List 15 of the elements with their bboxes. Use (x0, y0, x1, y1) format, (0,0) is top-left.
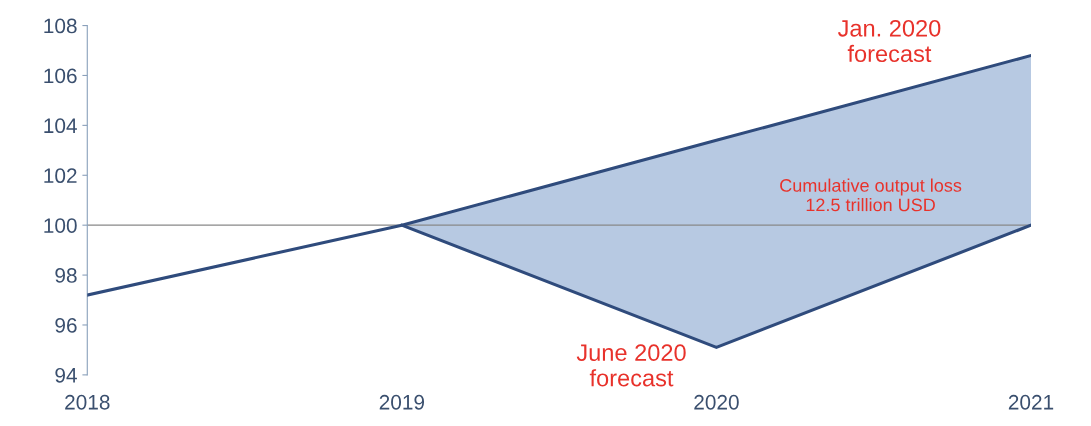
x-tick-label: 2019 (379, 394, 425, 410)
y-tick-label: 106 (44, 68, 77, 84)
y-tick-label: 94 (55, 367, 77, 383)
series-label: June 2020 forecast (576, 344, 686, 387)
x-tick-label: 2020 (694, 394, 739, 410)
annotation: Cumulative output loss 12.5 trillion USD (780, 178, 962, 212)
x-tick-label: 2018 (65, 394, 110, 410)
y-tick-label: 102 (44, 168, 77, 184)
y-tick-label: 98 (55, 268, 77, 283)
series-label: Jan. 2020 forecast (837, 19, 941, 63)
x-tick-label: 2021 (1008, 394, 1054, 410)
y-tick-label: 100 (44, 218, 77, 233)
y-tick-label: 96 (55, 317, 77, 333)
y-tick-label: 104 (44, 118, 77, 134)
y-tick-label: 108 (44, 18, 77, 34)
